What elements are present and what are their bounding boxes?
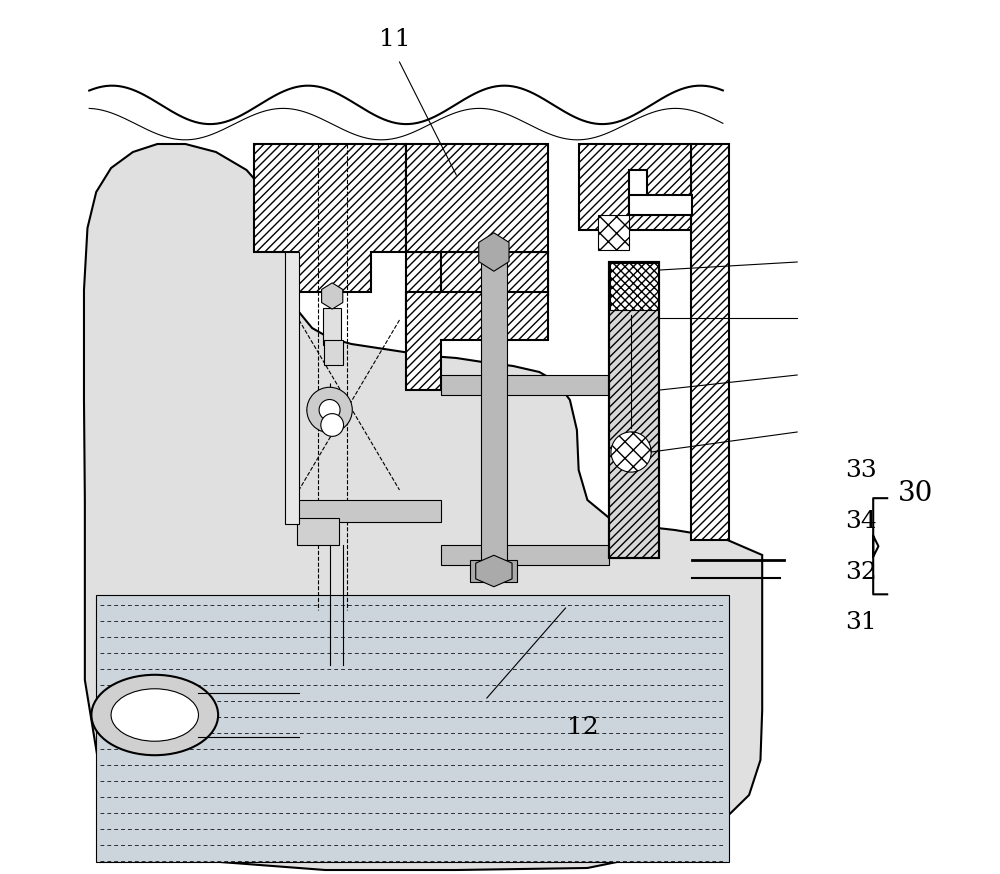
Polygon shape (629, 195, 692, 215)
Polygon shape (691, 144, 729, 540)
Polygon shape (406, 144, 548, 252)
Text: 33: 33 (845, 459, 877, 482)
Text: 11: 11 (379, 28, 411, 51)
Text: 12: 12 (567, 716, 599, 739)
Polygon shape (441, 375, 609, 395)
Polygon shape (579, 144, 691, 230)
Polygon shape (470, 560, 517, 582)
Polygon shape (481, 250, 507, 570)
Polygon shape (441, 545, 609, 565)
Text: 31: 31 (845, 611, 877, 634)
Polygon shape (441, 252, 548, 295)
Polygon shape (476, 555, 512, 586)
Ellipse shape (91, 675, 218, 755)
Polygon shape (285, 252, 299, 524)
Polygon shape (297, 500, 441, 522)
Circle shape (321, 413, 344, 436)
Polygon shape (609, 262, 659, 558)
Polygon shape (323, 308, 341, 345)
Polygon shape (479, 232, 509, 271)
Polygon shape (84, 144, 762, 870)
Polygon shape (254, 144, 406, 292)
Circle shape (611, 432, 651, 472)
Polygon shape (629, 170, 647, 215)
Polygon shape (96, 595, 729, 862)
Polygon shape (322, 283, 343, 309)
Text: 32: 32 (845, 561, 877, 584)
Text: 30: 30 (898, 481, 933, 507)
Polygon shape (406, 252, 548, 340)
Ellipse shape (111, 689, 198, 741)
Polygon shape (598, 215, 629, 250)
Circle shape (307, 387, 352, 433)
Polygon shape (406, 292, 548, 390)
Circle shape (319, 399, 340, 420)
Polygon shape (324, 340, 343, 365)
Text: 34: 34 (845, 510, 877, 533)
Bar (610, 263, 658, 310)
Polygon shape (297, 518, 339, 545)
